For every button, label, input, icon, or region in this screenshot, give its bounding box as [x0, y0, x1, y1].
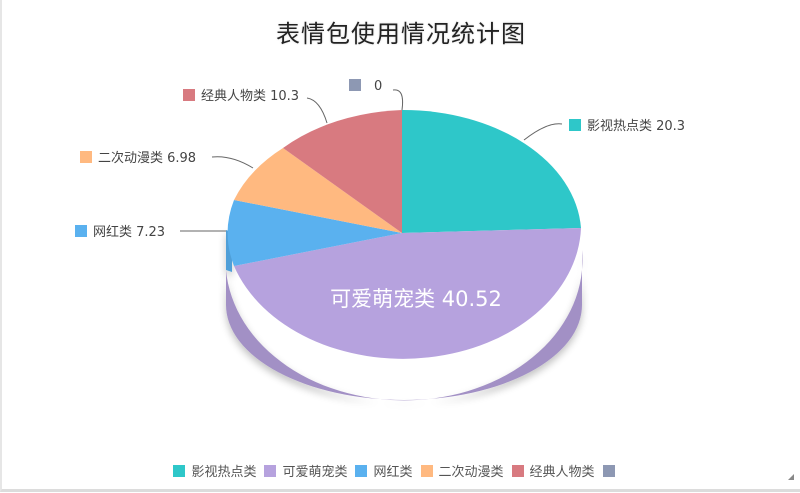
legend-label: 经典人物类: [529, 465, 595, 480]
legend-swatch: [602, 464, 615, 477]
label-swatch-jingdian: [183, 89, 195, 101]
slice-keai[interactable]: [234, 228, 581, 359]
legend-label: 影视热点类: [191, 465, 257, 480]
legend-label: 二次动漫类: [438, 465, 504, 480]
label-empty: 0: [374, 79, 382, 94]
legend-item-erci[interactable]: 二次动漫类: [420, 461, 504, 480]
legend-swatch: [173, 464, 186, 477]
label-swatch-erci: [80, 151, 92, 163]
legend-item-empty[interactable]: [602, 464, 621, 477]
leader-lines: [180, 89, 563, 232]
legend-item-keai[interactable]: 可爱萌宠类: [264, 461, 347, 480]
label-keai: 可爱萌宠类 40.52: [330, 287, 502, 311]
legend-swatch: [264, 464, 277, 477]
label-yingshi: 影视热点类 20.3: [587, 119, 685, 134]
legend-item-yingshi[interactable]: 影视热点类: [173, 461, 256, 480]
slice-yingshi[interactable]: [402, 109, 581, 233]
legend-swatch: [420, 464, 433, 477]
label-wanghong: 网红类 7.23: [93, 224, 165, 240]
label-swatch-yingshi: [569, 119, 581, 131]
legend-swatch: [511, 464, 524, 477]
slice-wanghong[interactable]: [227, 200, 402, 266]
label-erci: 二次动漫类 6.98: [98, 150, 196, 166]
chart-title: 表情包使用情况统计图: [276, 20, 526, 48]
label-jingdian: 经典人物类 10.3: [201, 89, 299, 104]
legend-label: 可爱萌宠类: [282, 465, 348, 480]
chart-legend: 影视热点类 可爱萌宠类 网红类 二次动漫类 经典人物类: [2, 461, 800, 480]
legend-item-wanghong[interactable]: 网红类: [355, 461, 413, 480]
slice-erci[interactable]: [234, 148, 402, 233]
slice-jingdian[interactable]: [283, 110, 402, 233]
legend-item-jingdian[interactable]: 经典人物类: [511, 461, 595, 480]
resize-handle-icon[interactable]: [788, 474, 794, 480]
legend-label: 网红类: [373, 465, 413, 480]
legend-swatch: [355, 464, 368, 477]
label-swatch-wanghong: [75, 225, 87, 237]
label-swatch-empty: [349, 79, 361, 91]
